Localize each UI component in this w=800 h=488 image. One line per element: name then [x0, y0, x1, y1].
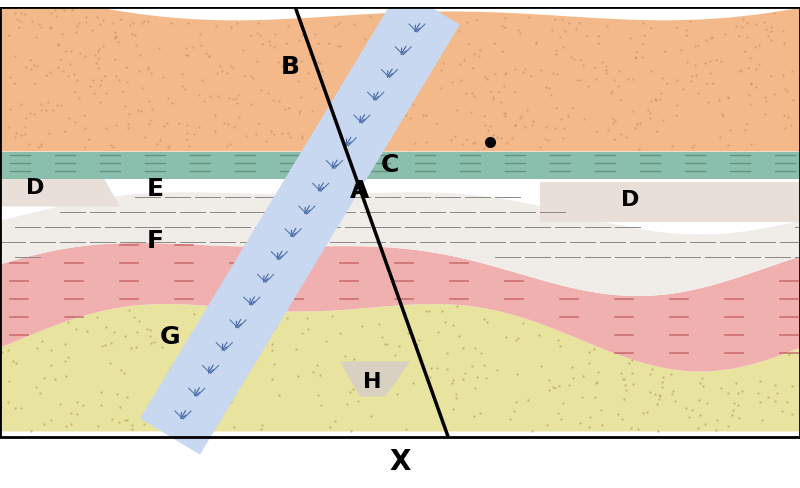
- Polygon shape: [0, 171, 120, 206]
- Text: B: B: [281, 55, 299, 79]
- Text: A: A: [350, 180, 370, 203]
- Text: D: D: [621, 190, 639, 210]
- Polygon shape: [140, 0, 460, 455]
- Text: G: G: [160, 325, 180, 348]
- Text: E: E: [146, 177, 163, 201]
- Text: D: D: [26, 179, 44, 199]
- Polygon shape: [0, 192, 800, 296]
- Text: F: F: [146, 229, 163, 253]
- Polygon shape: [0, 304, 800, 431]
- Polygon shape: [340, 362, 410, 396]
- Polygon shape: [0, 151, 800, 179]
- Polygon shape: [0, 243, 800, 371]
- Polygon shape: [0, 0, 800, 151]
- Polygon shape: [540, 182, 800, 222]
- Text: C: C: [381, 154, 399, 178]
- Text: X: X: [390, 447, 410, 475]
- Text: H: H: [362, 371, 382, 391]
